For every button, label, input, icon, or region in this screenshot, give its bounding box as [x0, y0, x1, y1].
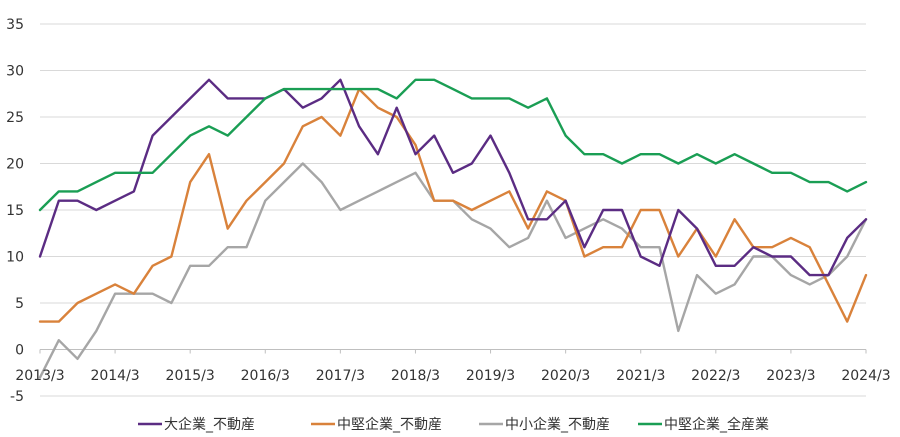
x-tick-label: 2022/3 [691, 368, 740, 384]
x-tick-label: 2017/3 [316, 368, 365, 384]
y-tick-label: 30 [6, 64, 24, 80]
series-line-2 [38, 162, 868, 379]
series-line-3 [38, 78, 868, 212]
y-tick-label: 0 [15, 343, 24, 359]
y-tick-label: 25 [6, 110, 24, 126]
legend-label: 大企業_不動産 [164, 416, 255, 433]
series-line-0 [38, 78, 868, 277]
series-lines [38, 78, 868, 379]
legend-item-0: 大企業_不動産 [138, 416, 255, 433]
legend-item-3: 中堅企業_全産業 [638, 416, 769, 433]
x-tick-label: 2021/3 [616, 368, 665, 384]
x-tick-label: 2024/3 [841, 368, 890, 384]
x-tick-label: 2018/3 [391, 368, 440, 384]
y-tick-label: 5 [15, 296, 24, 312]
legend-item-2: 中小企業_不動産 [479, 416, 610, 433]
x-tick-label: 2015/3 [166, 368, 215, 384]
y-tick-label: 15 [6, 203, 24, 219]
gridlines [40, 23, 866, 397]
x-tick-label: 2016/3 [241, 368, 290, 384]
x-tick-label: 2019/3 [466, 368, 515, 384]
legend-label: 中堅企業_全産業 [664, 416, 769, 433]
y-tick-label: 20 [6, 157, 24, 173]
x-axis-tick-labels: 2013/3 2014/3 2015/3 2016/3 2017/3 2018/3 2019… [15, 349, 891, 384]
x-tick-label: 2023/3 [766, 368, 815, 384]
legend: 大企業_不動産 中堅企業_不動産 中小企業_不動産 中堅企業_全産業 [138, 416, 769, 433]
x-tick-label: 2013/3 [15, 368, 64, 384]
y-axis-tick-labels: -5 0 5 10 15 20 25 30 35 [6, 17, 24, 405]
series-line-1 [38, 87, 868, 323]
legend-label: 中小企業_不動産 [505, 416, 610, 433]
x-tick-label: 2020/3 [541, 368, 590, 384]
y-tick-label: 35 [6, 17, 24, 33]
y-tick-label: 10 [6, 250, 24, 266]
y-tick-label: -5 [10, 389, 24, 405]
legend-label: 中堅企業_不動産 [337, 416, 442, 433]
legend-item-1: 中堅企業_不動産 [311, 416, 442, 433]
x-tick-label: 2014/3 [90, 368, 139, 384]
